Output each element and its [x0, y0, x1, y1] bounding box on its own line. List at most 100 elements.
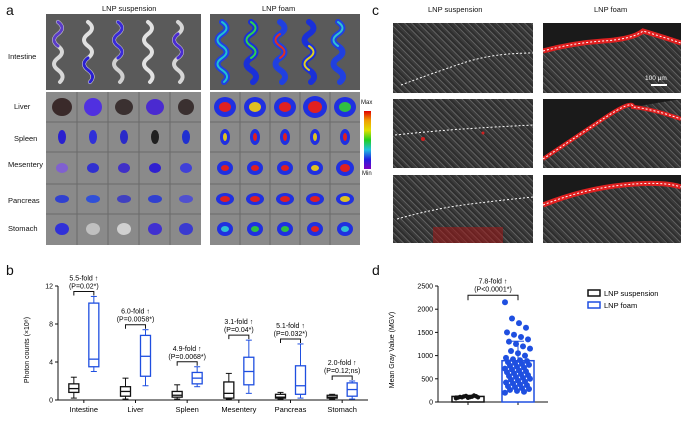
row-label-intestine: Intestine [8, 52, 37, 61]
tissue-edge-line [394, 124, 533, 141]
box-body [274, 393, 287, 399]
fold-change-label: 6.0-fold ↑ [121, 309, 150, 316]
b-y-tick-label: 0 [49, 398, 53, 405]
fold-change-label: 4.9-fold ↑ [173, 346, 202, 353]
data-point-foam [509, 315, 515, 322]
data-point-foam [525, 336, 531, 343]
chart-d-barchart: Mean Gray Value (MGV) 0 500 1000 1500 2000 25… [389, 278, 658, 407]
tissue-edge-line [543, 99, 681, 161]
b-x-tick-label: Spleen [175, 405, 198, 414]
b-y-tick-label: 8 [49, 322, 53, 329]
fold-change-label: 5.1-fold ↑ [276, 323, 305, 330]
data-point-suspension [453, 395, 459, 400]
intestine-foam-drawing [214, 19, 346, 85]
data-point-foam [521, 388, 527, 395]
scale-bar-label: 100 μm [645, 75, 667, 82]
panel-letter-d: d [372, 262, 380, 278]
data-point-foam [502, 299, 508, 306]
b-x-tick-label: Pancreas [275, 405, 307, 414]
panel-a-header-foam: LNP foam [262, 4, 296, 13]
data-point-foam [506, 338, 512, 345]
significance-bracket [73, 290, 95, 296]
significance-bracket [176, 361, 198, 366]
box-body [294, 365, 307, 395]
data-point-suspension [475, 395, 481, 400]
intestine-image-foam [210, 14, 360, 90]
micrograph-suspension-2 [393, 99, 533, 168]
p-value-label: (P=0.04*) [224, 327, 254, 334]
organ-foam-drawing [210, 92, 360, 245]
d-y-axis-label: Mean Gray Value (MGV) [389, 312, 396, 389]
colorbar-min-label: Min [362, 171, 372, 177]
significance-bracket [331, 375, 353, 380]
data-point-foam [502, 389, 508, 396]
b-y-axis-label: Photon counts (×10⁸) [24, 317, 31, 383]
box-body [171, 390, 183, 398]
d-y-tick-label: 1000 [417, 353, 433, 360]
micrograph-foam-1 [543, 23, 681, 93]
fold-change-label: 7.8-fold ↑ [479, 278, 508, 285]
intestine-image-suspension [46, 14, 201, 90]
data-point-foam [514, 387, 520, 394]
box-body [88, 302, 100, 368]
data-point-foam [511, 331, 517, 338]
chart-b-boxplot: Photon counts (×10⁸) 0 4 8 12 Intestine Liver… [24, 275, 368, 414]
p-value-label: (P=0.032*) [274, 331, 308, 338]
d-y-tick-label: 1500 [417, 330, 433, 337]
data-point-foam [520, 343, 526, 350]
data-point-foam [507, 386, 513, 393]
panel-letter-a: a [6, 2, 14, 18]
b-x-tick-label: Mesentery [221, 405, 256, 414]
micrograph-suspension-1 [393, 23, 533, 93]
data-point-foam [526, 386, 532, 393]
b-x-tick-label: Liver [127, 405, 144, 414]
significance-bracket [280, 338, 301, 343]
data-point-foam [523, 324, 529, 331]
significance-bracket [467, 294, 519, 301]
d-y-tick-label: 500 [421, 376, 433, 383]
b-x-tick-label: Stomach [327, 405, 357, 414]
intestine-suspension-drawing [52, 20, 185, 84]
p-value-label: (P=0.0068*) [168, 354, 206, 361]
row-label-stomach: Stomach [8, 224, 38, 233]
panel-letter-b: b [6, 262, 14, 278]
p-value-label: (P=0.0058*) [117, 317, 155, 324]
data-point-foam [527, 375, 533, 382]
panel-letter-c: c [372, 2, 379, 18]
micrograph-foam-3 [543, 175, 681, 243]
significance-bracket [125, 324, 146, 329]
row-label-spleen: Spleen [14, 134, 38, 143]
data-point-foam [515, 350, 521, 357]
data-point-foam [508, 347, 514, 354]
significance-bracket [228, 334, 250, 340]
b-x-tick-label: Intestine [70, 405, 98, 414]
row-label-liver: Liver [14, 102, 31, 111]
data-point-foam [527, 345, 533, 352]
data-point-foam [513, 341, 519, 347]
legend-label: LNP foam [604, 301, 637, 310]
b-y-tick-label: 12 [45, 284, 53, 291]
data-point-foam [522, 352, 528, 359]
colorbar-max-label: Max [361, 100, 373, 106]
p-value-label: (P=0.12;ns) [324, 368, 360, 375]
fold-change-label: 5.5-fold ↑ [69, 275, 98, 282]
row-label-mesentery: Mesentery [8, 160, 44, 169]
scale-bar [651, 84, 667, 86]
p-value-label: (P<0.0001*) [474, 286, 512, 293]
data-point-foam [518, 334, 524, 341]
tissue-edge-line [543, 23, 681, 54]
tissue-edge-line [400, 52, 533, 86]
d-y-tick-label: 0 [429, 400, 433, 407]
b-y-tick-label: 4 [49, 360, 53, 367]
organ-suspension-drawing [46, 92, 201, 245]
micrograph-suspension-3 [393, 175, 533, 243]
organ-grid-foam [210, 92, 360, 245]
data-point-foam [516, 320, 522, 327]
colorbar [364, 111, 371, 169]
organ-grid-suspension [46, 92, 201, 245]
data-point-foam [504, 329, 510, 336]
legend-label: LNP suspension [604, 289, 658, 298]
d-y-tick-label: 2500 [417, 284, 433, 291]
panel-a-header-suspension: LNP suspension [102, 4, 157, 13]
p-value-label: (P=0.02*) [69, 283, 99, 290]
